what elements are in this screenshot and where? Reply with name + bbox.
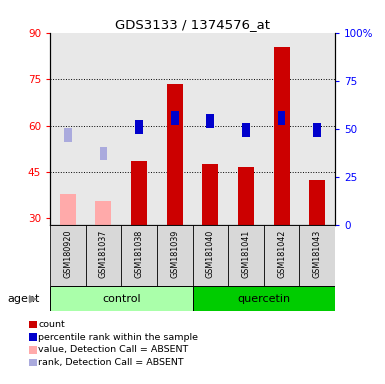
- FancyBboxPatch shape: [157, 225, 192, 286]
- Bar: [278, 111, 285, 125]
- FancyBboxPatch shape: [192, 225, 228, 286]
- Bar: [202, 164, 218, 225]
- Text: GSM180920: GSM180920: [64, 230, 72, 278]
- FancyBboxPatch shape: [264, 225, 300, 286]
- Bar: [242, 123, 250, 137]
- Text: value, Detection Call = ABSENT: value, Detection Call = ABSENT: [38, 345, 189, 354]
- Bar: [131, 161, 147, 225]
- Bar: [300, 33, 335, 225]
- Text: quercetin: quercetin: [237, 293, 290, 304]
- Bar: [228, 33, 264, 225]
- Bar: [313, 123, 321, 137]
- Bar: [264, 33, 300, 225]
- Text: GSM181039: GSM181039: [170, 230, 179, 278]
- Text: GSM181042: GSM181042: [277, 230, 286, 278]
- Bar: [309, 180, 325, 225]
- Text: GSM181043: GSM181043: [313, 230, 321, 278]
- Text: percentile rank within the sample: percentile rank within the sample: [38, 333, 199, 342]
- Bar: [167, 84, 183, 225]
- Bar: [60, 194, 76, 225]
- Text: count: count: [38, 320, 65, 329]
- Bar: [171, 111, 179, 125]
- FancyBboxPatch shape: [85, 225, 121, 286]
- Text: rank, Detection Call = ABSENT: rank, Detection Call = ABSENT: [38, 358, 184, 367]
- Text: GSM181038: GSM181038: [135, 230, 144, 278]
- FancyBboxPatch shape: [228, 225, 264, 286]
- Title: GDS3133 / 1374576_at: GDS3133 / 1374576_at: [115, 18, 270, 31]
- Bar: [135, 120, 143, 134]
- Bar: [192, 33, 228, 225]
- Bar: [206, 114, 214, 128]
- Bar: [95, 202, 112, 225]
- Bar: [157, 33, 192, 225]
- Bar: [100, 147, 107, 160]
- Bar: [121, 33, 157, 225]
- Text: GSM181041: GSM181041: [241, 230, 250, 278]
- Text: agent: agent: [8, 294, 40, 304]
- Bar: [85, 33, 121, 225]
- Bar: [273, 46, 290, 225]
- Bar: [50, 33, 85, 225]
- Text: ▶: ▶: [28, 294, 37, 304]
- FancyBboxPatch shape: [192, 286, 335, 311]
- Bar: [64, 128, 72, 142]
- Text: GSM181040: GSM181040: [206, 230, 215, 278]
- FancyBboxPatch shape: [50, 225, 85, 286]
- FancyBboxPatch shape: [121, 225, 157, 286]
- Text: control: control: [102, 293, 141, 304]
- FancyBboxPatch shape: [300, 225, 335, 286]
- Bar: [238, 167, 254, 225]
- Text: GSM181037: GSM181037: [99, 230, 108, 278]
- FancyBboxPatch shape: [50, 286, 192, 311]
